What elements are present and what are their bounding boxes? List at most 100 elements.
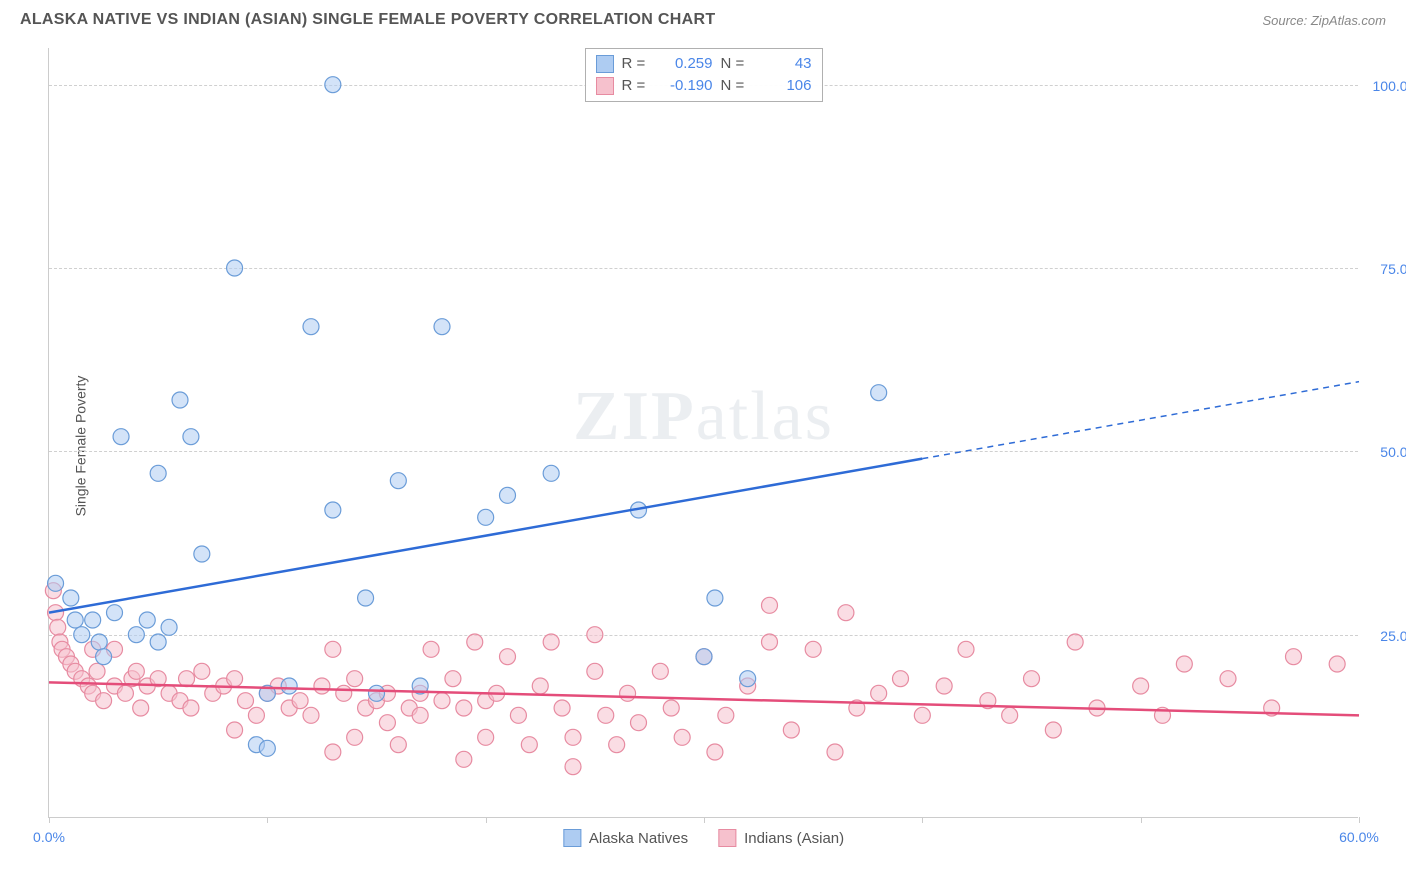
data-point xyxy=(521,737,537,753)
data-point xyxy=(347,729,363,745)
x-tick-label: 0.0% xyxy=(33,829,65,845)
data-point xyxy=(96,693,112,709)
source-attribution: Source: ZipAtlas.com xyxy=(1262,13,1386,28)
data-point xyxy=(128,627,144,643)
data-point xyxy=(554,700,570,716)
data-point xyxy=(652,663,668,679)
y-tick-label: 100.0% xyxy=(1365,78,1406,94)
data-point xyxy=(445,671,461,687)
data-point xyxy=(456,700,472,716)
data-point xyxy=(139,612,155,628)
data-point xyxy=(1024,671,1040,687)
data-point xyxy=(1067,634,1083,650)
data-point xyxy=(543,634,559,650)
source-prefix: Source: xyxy=(1262,13,1310,28)
data-point xyxy=(827,744,843,760)
data-point xyxy=(96,649,112,665)
data-point xyxy=(74,627,90,643)
data-point xyxy=(50,619,66,635)
data-point xyxy=(390,737,406,753)
data-point xyxy=(238,693,254,709)
data-point xyxy=(179,671,195,687)
trendline xyxy=(922,382,1359,459)
n-label: N = xyxy=(721,53,749,75)
data-point xyxy=(48,575,64,591)
data-point xyxy=(133,700,149,716)
data-point xyxy=(423,641,439,657)
x-tick xyxy=(704,817,705,823)
r-value-b: -0.190 xyxy=(658,75,713,97)
data-point xyxy=(543,465,559,481)
data-point xyxy=(379,715,395,731)
data-point xyxy=(434,319,450,335)
data-point xyxy=(707,590,723,606)
data-point xyxy=(598,707,614,723)
data-point xyxy=(85,612,101,628)
data-point xyxy=(663,700,679,716)
data-point xyxy=(412,707,428,723)
chart-title: ALASKA NATIVE VS INDIAN (ASIAN) SINGLE F… xyxy=(20,11,715,29)
x-tick xyxy=(49,817,50,823)
y-tick-label: 75.0% xyxy=(1365,261,1406,277)
data-point xyxy=(1133,678,1149,694)
data-point xyxy=(620,685,636,701)
data-point xyxy=(1329,656,1345,672)
data-point xyxy=(805,641,821,657)
correlation-legend: R = 0.259 N = 43 R = -0.190 N = 106 xyxy=(585,48,823,102)
data-point xyxy=(893,671,909,687)
data-point xyxy=(510,707,526,723)
data-point xyxy=(107,605,123,621)
plot-area: ZIPatlas 25.0%50.0%75.0%100.0% 0.0%60.0%… xyxy=(48,48,1358,818)
n-value-b: 106 xyxy=(757,75,812,97)
data-point xyxy=(183,700,199,716)
data-point xyxy=(478,729,494,745)
x-tick xyxy=(486,817,487,823)
data-point xyxy=(936,678,952,694)
y-tick-label: 50.0% xyxy=(1365,444,1406,460)
data-point xyxy=(707,744,723,760)
data-point xyxy=(194,663,210,679)
data-point xyxy=(565,759,581,775)
data-point xyxy=(1220,671,1236,687)
x-tick xyxy=(922,817,923,823)
data-point xyxy=(67,612,83,628)
data-point xyxy=(631,715,647,731)
data-point xyxy=(150,634,166,650)
data-point xyxy=(871,385,887,401)
data-point xyxy=(674,729,690,745)
n-label: N = xyxy=(721,75,749,97)
data-point xyxy=(325,77,341,93)
data-point xyxy=(369,685,385,701)
legend-label-a: Alaska Natives xyxy=(589,830,688,847)
series-legend: Alaska Natives Indians (Asian) xyxy=(563,829,844,847)
data-point xyxy=(740,671,756,687)
data-point xyxy=(718,707,734,723)
legend-swatch-b xyxy=(718,829,736,847)
data-point xyxy=(587,663,603,679)
data-point xyxy=(259,740,275,756)
data-point xyxy=(248,707,264,723)
data-point xyxy=(456,751,472,767)
legend-swatch-a xyxy=(596,55,614,73)
trendline xyxy=(49,459,922,613)
data-point xyxy=(161,619,177,635)
data-point xyxy=(227,722,243,738)
data-point xyxy=(914,707,930,723)
data-point xyxy=(183,429,199,445)
data-point xyxy=(500,487,516,503)
x-tick xyxy=(267,817,268,823)
data-point xyxy=(958,641,974,657)
legend-swatch-a xyxy=(563,829,581,847)
data-point xyxy=(783,722,799,738)
data-point xyxy=(871,685,887,701)
data-point xyxy=(117,685,133,701)
x-tick xyxy=(1141,817,1142,823)
data-point xyxy=(194,546,210,562)
data-point xyxy=(314,678,330,694)
legend-row-series-a: R = 0.259 N = 43 xyxy=(596,53,812,75)
data-point xyxy=(762,634,778,650)
source-name: ZipAtlas.com xyxy=(1311,13,1386,28)
data-point xyxy=(1002,707,1018,723)
scatter-plot xyxy=(49,48,1358,817)
y-tick-label: 25.0% xyxy=(1365,628,1406,644)
